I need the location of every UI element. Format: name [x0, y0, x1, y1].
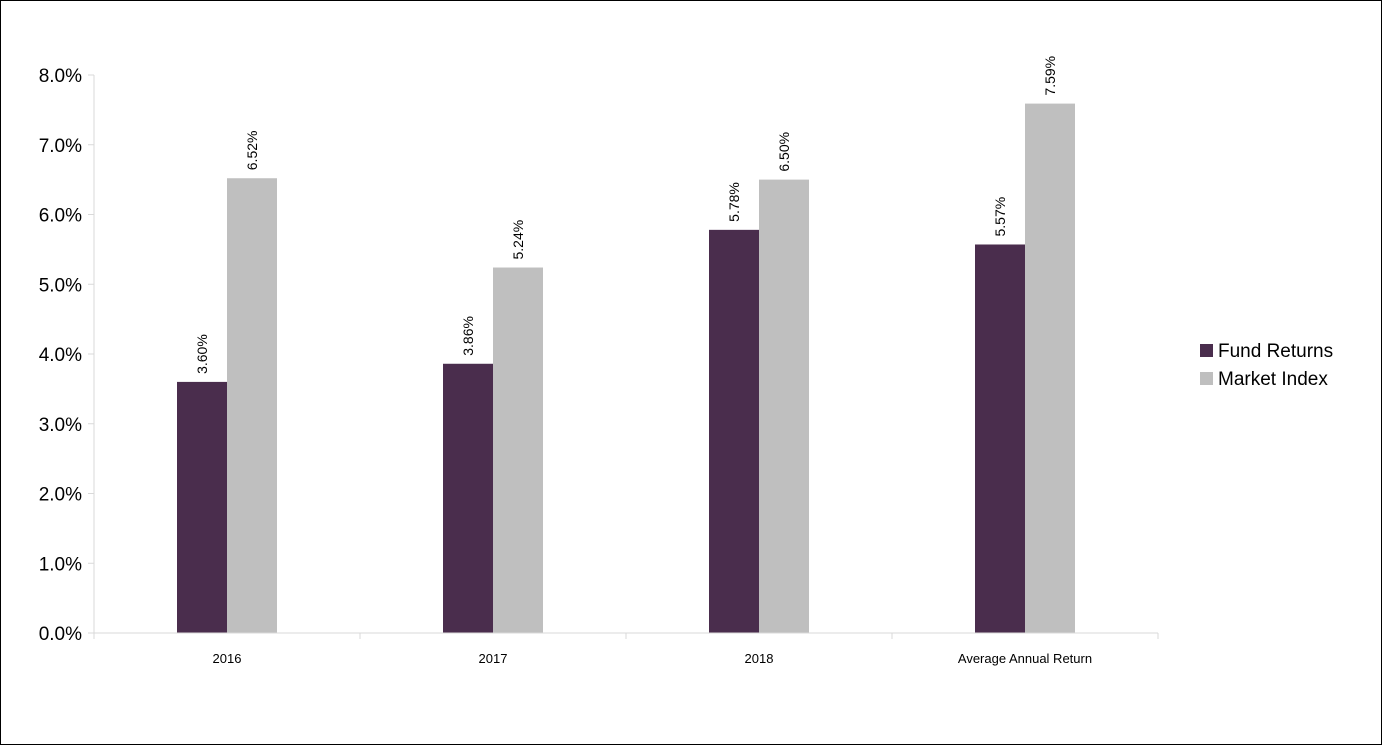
x-category-label: 2017 [479, 651, 508, 666]
data-label: 3.60% [194, 334, 210, 374]
legend-swatch [1200, 344, 1213, 357]
legend-label: Fund Returns [1218, 341, 1333, 362]
bar-fund-returns [177, 381, 227, 633]
y-tick-label: 3.0% [39, 415, 82, 436]
bar-market-index [493, 267, 543, 633]
data-label: 5.57% [992, 197, 1008, 237]
y-tick-label: 4.0% [39, 345, 82, 366]
y-tick-label: 0.0% [39, 624, 82, 645]
data-label: 5.78% [726, 182, 742, 222]
x-axis: 2016 2017 2018 Average Annual Return [93, 632, 1159, 666]
y-tick-label: 1.0% [39, 554, 82, 575]
bar-fund-returns [443, 363, 493, 633]
legend: Fund Returns Market Index [1200, 341, 1333, 390]
bar-market-index [227, 178, 277, 634]
x-category-label: 2016 [213, 651, 242, 666]
data-label: 3.86% [460, 316, 476, 356]
y-tick-label: 6.0% [39, 206, 82, 227]
data-labels: 3.60% 6.52% 3.86% 5.24% 5.78% 6.50% 5.57% 7.59% [194, 56, 1058, 374]
data-label: 7.59% [1042, 56, 1058, 96]
y-axis: 0.0% 1.0% 2.0% 3.0% 4.0% 5.0% 6.0% 7.0% 8.0% [39, 66, 95, 645]
legend-label: Market Index [1218, 369, 1328, 390]
data-label: 6.52% [244, 131, 260, 171]
data-label: 5.24% [510, 220, 526, 260]
y-tick-label: 8.0% [39, 66, 82, 87]
bar-market-index [1025, 103, 1075, 633]
data-label: 6.50% [776, 132, 792, 172]
x-category-label: Average Annual Return [958, 651, 1092, 666]
bar-fund-returns [709, 229, 759, 633]
y-tick-label: 5.0% [39, 275, 82, 296]
y-tick-label: 2.0% [39, 485, 82, 506]
bar-market-index [759, 179, 809, 633]
legend-swatch [1200, 372, 1213, 385]
y-tick-label: 7.0% [39, 136, 82, 157]
x-category-label: 2018 [745, 651, 774, 666]
bars [177, 103, 1075, 634]
bar-fund-returns [975, 244, 1025, 633]
